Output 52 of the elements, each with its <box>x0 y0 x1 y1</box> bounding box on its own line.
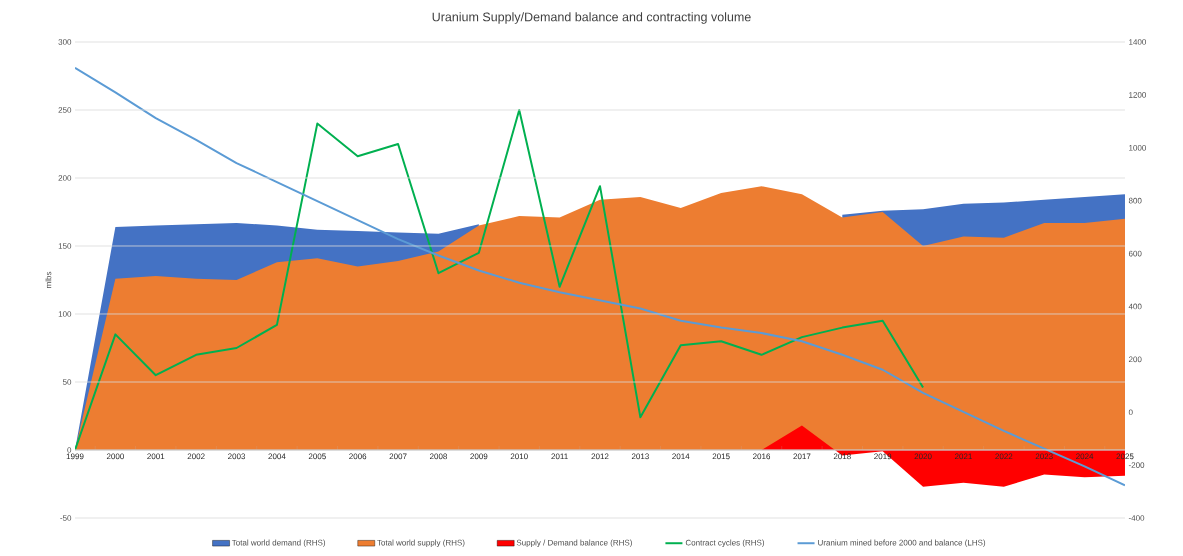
x-tick-label: 2024 <box>1076 453 1094 460</box>
y2-tick-label: 400 <box>1128 303 1142 310</box>
legend-label: Total world demand (RHS) <box>231 539 326 548</box>
y2-tick-label: 1400 <box>1129 39 1146 45</box>
x-tick-label: 2008 <box>429 453 448 460</box>
x-tick-label: 2002 <box>187 453 205 460</box>
x-tick-label: 2003 <box>228 453 246 460</box>
x-tick-label: 2005 <box>308 453 326 460</box>
x-tick-label: 2018 <box>833 453 851 460</box>
chart-title: Uranium Supply/Demand balance and contracting volume <box>432 12 751 24</box>
x-tick-label: 2022 <box>995 453 1013 460</box>
x-tick-label: 2017 <box>793 453 811 460</box>
y2-tick-label: -400 <box>1128 515 1145 521</box>
y2-tick-label: 0 <box>1128 409 1133 416</box>
y-axis-title: mlbs <box>45 271 52 288</box>
x-tick-label: 2021 <box>954 453 972 460</box>
y-tick-label: 150 <box>58 243 72 249</box>
x-tick-label: 2013 <box>631 453 649 460</box>
legend-label: Contract cycles (RHS) <box>685 539 765 548</box>
y-tick-label: -50 <box>60 515 72 521</box>
x-tick-label: 2011 <box>551 453 568 460</box>
y-tick-label: 200 <box>58 175 72 181</box>
x-tick-label: 2014 <box>672 453 690 460</box>
x-tick-label: 2015 <box>712 453 730 460</box>
line-series <box>75 109 925 451</box>
x-tick-label: 2023 <box>1035 453 1053 460</box>
y-tick-label: 250 <box>58 107 72 113</box>
y-tick-label: 50 <box>62 379 72 385</box>
y-tick-label: 300 <box>58 39 72 45</box>
legend-label: Uranium mined before 2000 and balance (LHS) <box>818 539 986 548</box>
x-tick-label: 2016 <box>753 453 771 460</box>
x-tick-label: 2007 <box>389 453 407 460</box>
x-tick-label: 1999 <box>66 453 84 460</box>
y2-tick-label: 800 <box>1128 197 1142 204</box>
y2-tick-label: 1000 <box>1129 144 1146 151</box>
legend-label: Total world supply (RHS) <box>377 539 465 548</box>
y-tick-label: 0 <box>67 447 72 453</box>
y2-tick-label: 600 <box>1128 250 1142 257</box>
x-tick-label: 2025 <box>1116 453 1134 460</box>
x-tick-label: 2020 <box>914 453 932 460</box>
x-tick-label: 2009 <box>470 453 488 460</box>
y-tick-label: 100 <box>58 311 72 317</box>
y2-tick-label: 200 <box>1128 356 1142 363</box>
y2-tick-label: -200 <box>1128 462 1145 468</box>
x-tick-label: 2000 <box>106 453 124 460</box>
x-tick-label: 2004 <box>268 453 286 460</box>
x-tick-label: 2010 <box>510 453 528 460</box>
x-tick-label: 2001 <box>147 453 165 460</box>
legend-label: Supply / Demand balance (RHS) <box>516 539 632 548</box>
x-tick-label: 2006 <box>349 453 367 460</box>
x-tick-label: 2012 <box>591 453 609 460</box>
y2-tick-label: 1200 <box>1129 92 1146 98</box>
